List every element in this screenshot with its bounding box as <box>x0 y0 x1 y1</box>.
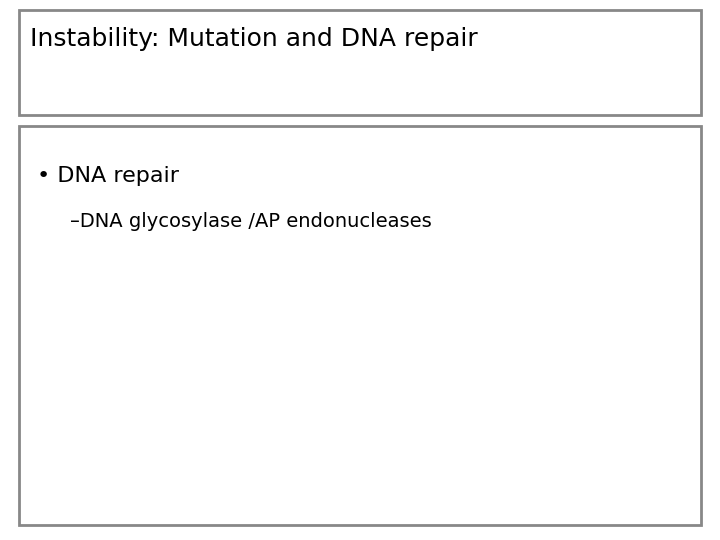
Text: • DNA repair: • DNA repair <box>37 166 179 186</box>
FancyBboxPatch shape <box>19 126 701 525</box>
FancyBboxPatch shape <box>19 10 701 115</box>
Text: –DNA glycosylase /AP endonucleases: –DNA glycosylase /AP endonucleases <box>70 212 431 231</box>
Text: Instability: Mutation and DNA repair: Instability: Mutation and DNA repair <box>30 27 478 51</box>
